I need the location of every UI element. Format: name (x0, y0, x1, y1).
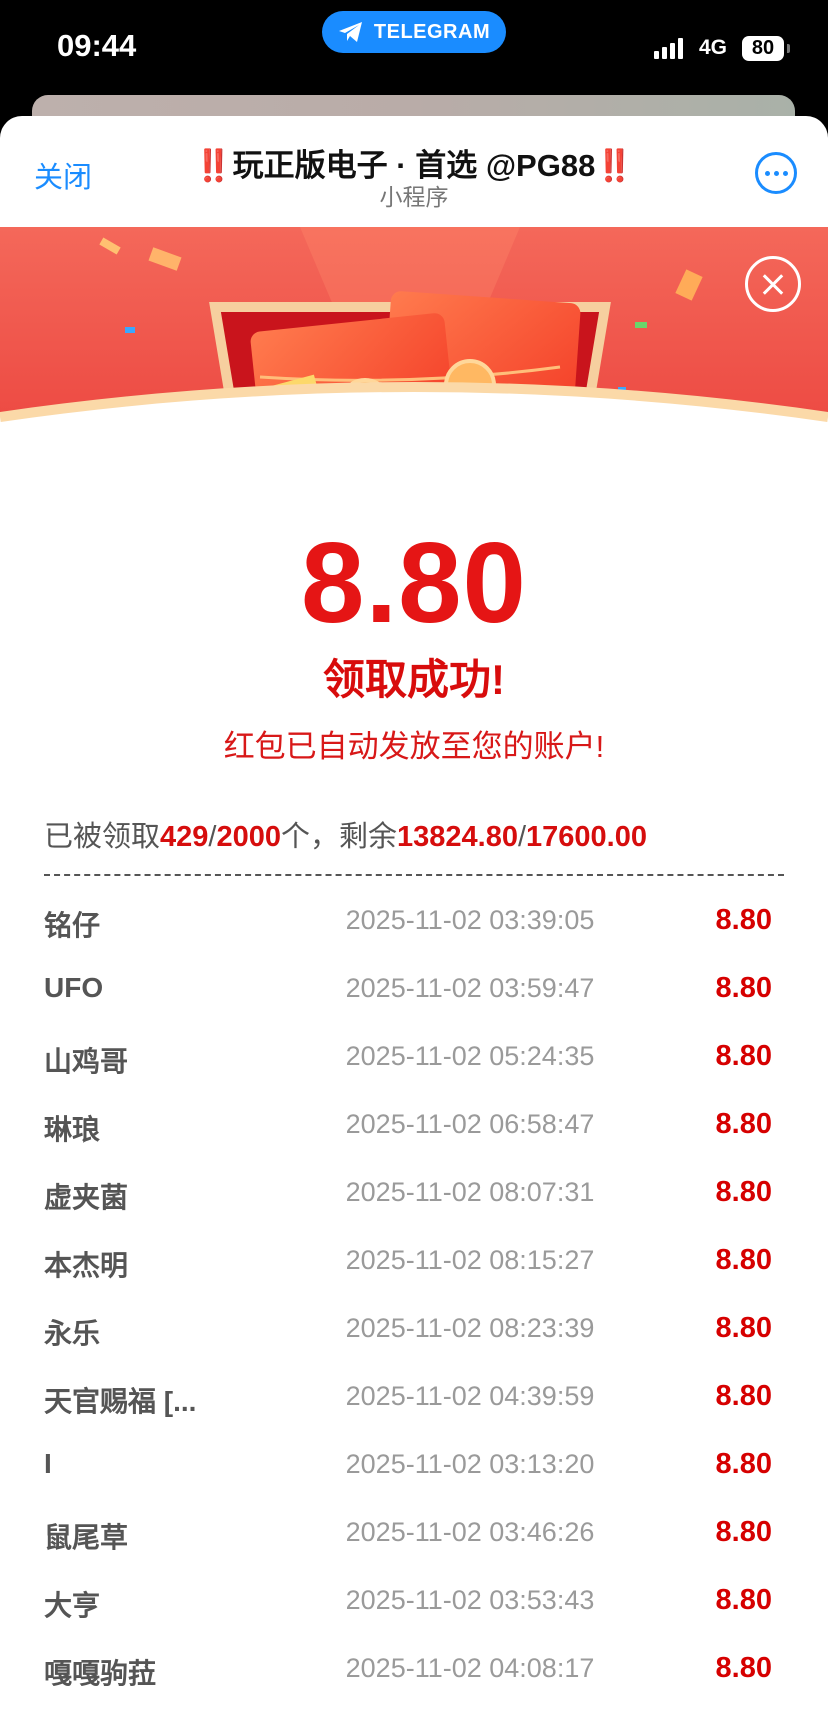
table-row: 天官赐福 [... 2025-11-02 04:39:59 8.80 (0, 1362, 828, 1430)
mini-program-sheet: 关闭 ‼️玩正版电子 · 首选 @PG88‼️ 小程序 8.80 领取成功! 红… (0, 116, 828, 1716)
table-row: UFO 2025-11-02 03:59:47 8.80 (0, 954, 828, 1022)
record-amount: 8.80 (715, 904, 772, 936)
remaining-amount: 13824.80 (397, 821, 518, 853)
stats-prefix: 已被领取 (44, 821, 161, 853)
record-name: 永乐 (44, 1318, 101, 1349)
record-time: 2025-11-02 06:58:47 (345, 1109, 595, 1139)
record-time: 2025-11-02 05:24:35 (345, 1041, 595, 1071)
close-banner-icon[interactable] (745, 256, 801, 312)
pill-label: TELEGRAM (373, 20, 491, 43)
record-amount: 8.80 (715, 1312, 772, 1344)
total-count: 2000 (216, 821, 281, 853)
record-amount: 8.80 (715, 1448, 772, 1480)
record-amount: 8.80 (715, 1108, 772, 1140)
close-button[interactable]: 关闭 (34, 162, 93, 194)
table-row: I 2025-11-02 03:13:20 8.80 (0, 1430, 828, 1498)
battery-icon: 80 (742, 36, 790, 61)
page-subtitle: 小程序 (379, 184, 449, 210)
record-name: UFO (44, 972, 104, 1003)
table-row: 鼠尾草 2025-11-02 03:46:26 8.80 (0, 1498, 828, 1566)
record-name: 本杰明 (44, 1250, 129, 1281)
red-packet-banner (0, 227, 828, 497)
record-amount: 8.80 (715, 1244, 772, 1276)
record-amount: 8.80 (715, 1040, 772, 1072)
record-amount: 8.80 (715, 1652, 772, 1684)
table-row: 山鸡哥 2025-11-02 05:24:35 8.80 (0, 1022, 828, 1090)
record-name: 天官赐福 [... (44, 1386, 197, 1417)
separator: / (517, 821, 527, 853)
table-row: 嘎嘎驹菈 2025-11-02 04:08:17 8.80 (0, 1634, 828, 1702)
record-time: 2025-11-02 08:15:27 (345, 1245, 595, 1275)
dashed-divider (44, 874, 784, 876)
record-name: 山鸡哥 (44, 1046, 129, 1077)
record-name: 大亨 (44, 1590, 101, 1621)
record-time: 2025-11-02 04:39:59 (345, 1381, 595, 1411)
record-amount: 8.80 (715, 972, 772, 1004)
page-title: ‼️玩正版电子 · 首选 @PG88‼️ (0, 140, 828, 185)
total-amount: 17600.00 (526, 821, 647, 853)
telegram-return-pill[interactable]: TELEGRAM (322, 11, 506, 53)
record-amount: 8.80 (715, 1584, 772, 1616)
record-name: 铭仔 (44, 910, 101, 941)
record-amount: 8.80 (715, 1380, 772, 1412)
record-name: I (44, 1448, 52, 1479)
table-row: 永乐 2025-11-02 08:23:39 8.80 (0, 1294, 828, 1362)
record-time: 2025-11-02 08:23:39 (345, 1313, 595, 1343)
claim-records-list[interactable]: 铭仔 2025-11-02 03:39:05 8.80 UFO 2025-11-02 0… (0, 886, 828, 1702)
record-amount: 8.80 (715, 1176, 772, 1208)
record-time: 2025-11-02 08:07:31 (345, 1177, 595, 1207)
record-amount: 8.80 (715, 1516, 772, 1548)
claimed-count: 429 (160, 821, 209, 853)
record-time: 2025-11-02 03:53:43 (345, 1585, 595, 1615)
network-type: 4G (699, 36, 728, 59)
record-name: 琳琅 (44, 1114, 101, 1145)
signal-icon (654, 38, 683, 59)
record-name: 虚夹菌 (44, 1182, 129, 1213)
separator: / (208, 821, 217, 853)
telegram-icon (338, 22, 362, 42)
success-message: 领取成功! (323, 656, 505, 703)
table-row: 虚夹菌 2025-11-02 08:07:31 8.80 (0, 1158, 828, 1226)
more-icon[interactable] (755, 152, 797, 194)
table-row: 铭仔 2025-11-02 03:39:05 8.80 (0, 886, 828, 954)
record-time: 2025-11-02 03:39:05 (345, 905, 595, 935)
record-time: 2025-11-02 04:08:17 (345, 1653, 595, 1683)
exclamation-icon: ‼️ (194, 148, 233, 183)
title-text: 玩正版电子 · 首选 @PG88 (232, 148, 596, 183)
stats-mid: 个，剩余 (280, 821, 397, 853)
record-time: 2025-11-02 03:59:47 (345, 973, 595, 1003)
exclamation-icon: ‼️ (595, 148, 634, 183)
record-name: 嘎嘎驹菈 (44, 1658, 157, 1689)
claim-stats: 已被领取429/2000个，剩余13824.80/17600.00 (44, 813, 647, 855)
clock: 09:44 (57, 28, 137, 63)
credited-note: 红包已自动发放至您的账户! (223, 729, 605, 764)
record-time: 2025-11-02 03:46:26 (345, 1517, 595, 1547)
received-amount: 8.80 (301, 520, 527, 647)
record-name: 鼠尾草 (44, 1522, 129, 1553)
table-row: 本杰明 2025-11-02 08:15:27 8.80 (0, 1226, 828, 1294)
table-row: 大亨 2025-11-02 03:53:43 8.80 (0, 1566, 828, 1634)
table-row: 琳琅 2025-11-02 06:58:47 8.80 (0, 1090, 828, 1158)
record-time: 2025-11-02 03:13:20 (345, 1449, 595, 1479)
